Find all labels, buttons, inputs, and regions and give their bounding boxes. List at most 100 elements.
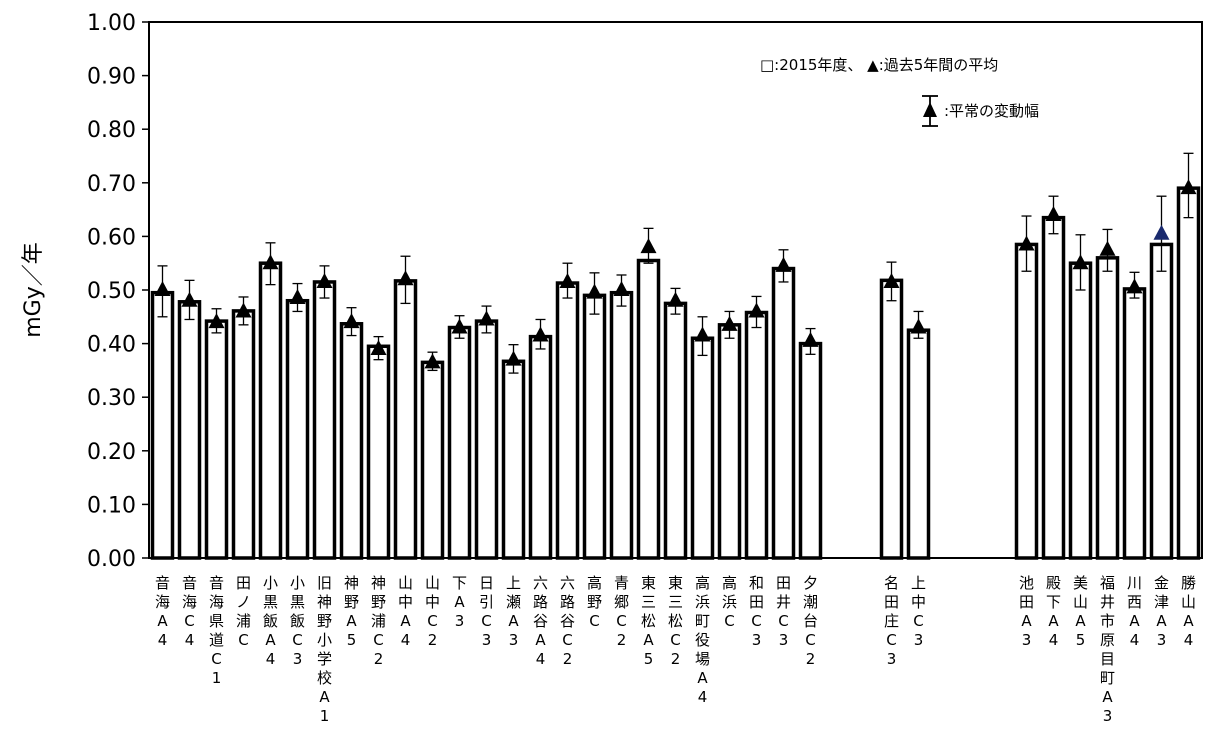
avg-marker xyxy=(667,291,684,307)
bar xyxy=(1014,242,1039,560)
bar xyxy=(690,336,715,560)
bar-group xyxy=(258,242,283,560)
bar xyxy=(285,298,310,560)
x-category-label: 六路谷 A 4 xyxy=(533,574,548,668)
bar xyxy=(204,319,229,560)
bar-group xyxy=(771,249,796,560)
legend-line-2: :平常の変動幅 xyxy=(944,102,1039,120)
bar xyxy=(1041,215,1066,560)
bar-group xyxy=(906,310,931,560)
y-tick-label: 0.00 xyxy=(87,547,136,572)
bar xyxy=(177,300,202,560)
avg-marker xyxy=(721,315,738,331)
x-category-label: 名田庄 C 3 xyxy=(884,574,899,668)
bar-group xyxy=(474,305,499,560)
legend-errorbar-symbol xyxy=(922,95,938,127)
avg-marker xyxy=(694,326,711,342)
avg-marker xyxy=(397,270,414,286)
y-tick-label: 0.30 xyxy=(87,386,136,411)
bar-group xyxy=(1149,195,1174,560)
bar-group xyxy=(1176,152,1201,560)
bar xyxy=(231,309,256,560)
x-category-label: 上瀬 A 3 xyxy=(506,574,521,649)
x-category-label: 山中 A 4 xyxy=(398,574,413,649)
bar-group xyxy=(555,262,580,560)
avg-marker xyxy=(1045,205,1062,221)
bar-group xyxy=(798,327,823,560)
x-category-label: 殿下 A 4 xyxy=(1046,574,1061,649)
avg-marker xyxy=(451,318,468,334)
bar-group xyxy=(636,227,661,560)
bar xyxy=(663,301,688,560)
x-category-label: 池田 A 3 xyxy=(1019,574,1034,649)
x-category-label: 田ノ浦 C xyxy=(236,574,251,649)
y-axis-ticks: 0.00 0.10 0.20 0.30 0.40 0.50 0.60 0.70 0.80 0.90… xyxy=(87,11,149,572)
bar xyxy=(582,293,607,560)
avg-marker xyxy=(1180,179,1197,195)
x-category-label: 田井 C 3 xyxy=(776,574,791,649)
y-tick-label: 1.00 xyxy=(87,11,136,36)
x-category-label: 高浜町役場 A 4 xyxy=(695,574,710,706)
bar xyxy=(312,280,337,560)
bar-group xyxy=(1041,195,1066,560)
x-category-label: 音海 A 4 xyxy=(155,574,170,649)
legend: □:2015年度、 ▲:過去5年間の平均 :平常の変動幅 xyxy=(760,56,1039,127)
x-category-label: 小黒飯 A 4 xyxy=(263,574,278,668)
bar-group xyxy=(1014,215,1039,560)
bar xyxy=(474,319,499,560)
bar-group xyxy=(366,335,391,560)
x-category-label: 高浜 C xyxy=(722,574,737,630)
y-tick-label: 0.50 xyxy=(87,279,136,304)
x-category-label: 高野 C xyxy=(587,574,602,630)
bar xyxy=(744,310,769,560)
avg-marker xyxy=(613,281,630,296)
bar-group xyxy=(339,307,364,560)
bar-group xyxy=(1095,228,1120,560)
bar-group xyxy=(879,261,904,560)
avg-marker xyxy=(1153,224,1170,240)
bar xyxy=(798,341,823,560)
bar xyxy=(906,328,931,560)
y-tick-label: 0.90 xyxy=(87,65,136,90)
bar-group xyxy=(582,272,607,560)
x-category-label: 六路谷 C 2 xyxy=(560,574,575,668)
bar xyxy=(420,360,445,560)
bar xyxy=(150,290,175,560)
bar-group xyxy=(177,279,202,560)
x-category-label: 美山 A 5 xyxy=(1073,574,1088,649)
bar xyxy=(636,258,661,560)
avg-marker xyxy=(181,291,198,307)
bar-group xyxy=(528,318,553,560)
avg-marker xyxy=(289,289,306,305)
bar xyxy=(1122,287,1147,560)
x-category-label: 旧神野小学校 A 1 xyxy=(317,574,332,725)
x-category-label: 福井市原目町 A 3 xyxy=(1100,574,1115,725)
avg-marker xyxy=(208,313,225,329)
bar xyxy=(879,278,904,560)
avg-marker xyxy=(910,318,927,334)
bar-group xyxy=(690,316,715,560)
x-category-label: 金津 A 3 xyxy=(1154,574,1169,649)
bar xyxy=(771,266,796,560)
avg-marker xyxy=(1018,235,1035,251)
x-category-label: 日引 C 3 xyxy=(479,574,494,649)
bar xyxy=(528,334,553,560)
bar-group xyxy=(420,351,445,560)
x-category-label: 勝山 A 4 xyxy=(1181,574,1196,649)
bar-group xyxy=(204,308,229,560)
x-category-label: 音海県道 C 1 xyxy=(209,574,224,687)
bar-group xyxy=(447,315,472,560)
x-category-label: 川西 A 4 xyxy=(1127,574,1142,649)
x-category-label: 東三松 A 5 xyxy=(641,574,656,668)
x-category-label: 和田 C 3 xyxy=(749,574,764,649)
bar-group xyxy=(285,282,310,560)
x-category-label: 上中 C 3 xyxy=(911,574,926,649)
x-category-label: 青郷 C 2 xyxy=(614,574,629,649)
bar-group xyxy=(231,296,256,560)
bar-group xyxy=(393,255,418,560)
avg-marker xyxy=(1072,254,1089,270)
x-category-label: 東三松 C 2 xyxy=(668,574,683,668)
bar xyxy=(393,279,418,560)
